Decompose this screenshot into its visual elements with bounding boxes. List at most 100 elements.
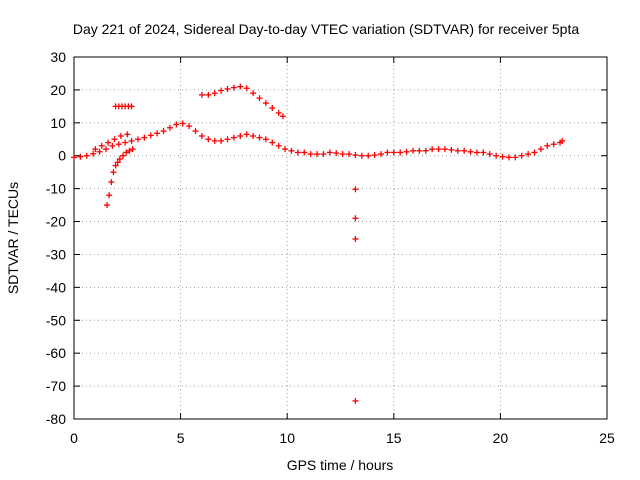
data-point [250, 132, 257, 139]
data-point [77, 153, 84, 160]
data-point [96, 148, 103, 155]
data-point [106, 192, 113, 199]
data-point [390, 149, 397, 156]
data-point [378, 151, 385, 158]
data-point [117, 132, 124, 139]
data-point [166, 124, 173, 131]
data-point [224, 136, 231, 143]
data-point [262, 136, 269, 143]
data-point [109, 142, 116, 149]
data-point [116, 156, 123, 163]
data-point [98, 142, 105, 149]
data-point [256, 134, 263, 141]
series-group [112, 103, 135, 110]
data-point [71, 154, 77, 161]
data-point [147, 132, 154, 139]
series-group [352, 186, 359, 404]
data-point [461, 147, 468, 154]
data-point [505, 154, 512, 161]
data-point [512, 154, 519, 161]
data-point [282, 146, 289, 153]
data-point [275, 109, 282, 116]
data-point [358, 152, 365, 159]
data-point [544, 142, 551, 149]
y-tick-label: -80 [46, 411, 66, 427]
data-point [126, 147, 133, 154]
y-tick-label: -30 [46, 246, 66, 262]
data-point [230, 134, 237, 141]
data-point [250, 90, 257, 97]
data-point [154, 130, 161, 137]
data-point [134, 136, 141, 143]
x-tick-label: 0 [70, 430, 78, 446]
data-point [237, 132, 244, 139]
y-tick-label: -20 [46, 214, 66, 230]
data-point [365, 152, 372, 159]
data-point [531, 149, 538, 156]
data-point [435, 146, 442, 153]
x-tick-label: 10 [279, 430, 295, 446]
series-group [71, 120, 566, 161]
data-point [279, 113, 286, 120]
data-point [454, 147, 461, 154]
data-point [120, 152, 127, 159]
data-point [352, 152, 359, 159]
data-point [525, 151, 532, 158]
data-point [403, 148, 410, 155]
series-group [104, 146, 136, 209]
data-point [352, 186, 359, 193]
y-tick-labels: 30 20 10 0 -10 -20 -30 -40 -50 -60 -70 -80 [46, 49, 66, 427]
data-point [429, 146, 436, 153]
x-tick-labels: 0 5 10 15 20 25 [70, 430, 615, 446]
data-point [124, 131, 131, 138]
data-point [537, 146, 544, 153]
data-point [333, 150, 340, 157]
y-tick-label: -50 [46, 312, 66, 328]
series-group [92, 131, 131, 153]
data-point [339, 151, 346, 158]
data-point [371, 152, 378, 159]
data-point [269, 105, 276, 112]
data-point [480, 149, 487, 156]
y-axis-title: SDTVAR / TECUs [5, 182, 21, 294]
data-point [114, 159, 121, 166]
data-point [102, 146, 109, 153]
data-point [230, 84, 237, 91]
data-point [269, 139, 276, 146]
data-point [224, 85, 231, 92]
data-point [211, 137, 218, 144]
y-tick-label: -60 [46, 345, 66, 361]
data-point [326, 149, 333, 156]
data-point [211, 90, 218, 97]
y-tick-label: 10 [50, 115, 66, 131]
data-point [301, 149, 308, 156]
data-point [416, 147, 423, 154]
data-point [198, 91, 205, 98]
data-point [441, 146, 448, 153]
data-point [473, 149, 480, 156]
data-point [352, 215, 359, 222]
data-point [243, 85, 250, 92]
data-point [486, 151, 493, 158]
data-point [256, 95, 263, 102]
data-point [173, 121, 180, 128]
data-point [92, 146, 99, 153]
data-point [90, 150, 97, 157]
y-tick-label: 0 [58, 148, 66, 164]
plot-frame [73, 56, 608, 420]
data-point [128, 103, 135, 110]
x-tick-label: 25 [599, 430, 615, 446]
data-point [83, 152, 90, 159]
data-point [559, 137, 566, 144]
data-series [71, 83, 566, 404]
x-axis-title: GPS time / hours [287, 457, 394, 473]
data-point [288, 147, 295, 154]
x-tick-label: 5 [177, 430, 185, 446]
data-point [550, 141, 557, 148]
data-point [198, 132, 205, 139]
data-point [104, 202, 111, 209]
x-tick-label: 15 [386, 430, 402, 446]
data-point [129, 146, 136, 153]
data-point [105, 139, 112, 146]
series-group [198, 83, 286, 120]
